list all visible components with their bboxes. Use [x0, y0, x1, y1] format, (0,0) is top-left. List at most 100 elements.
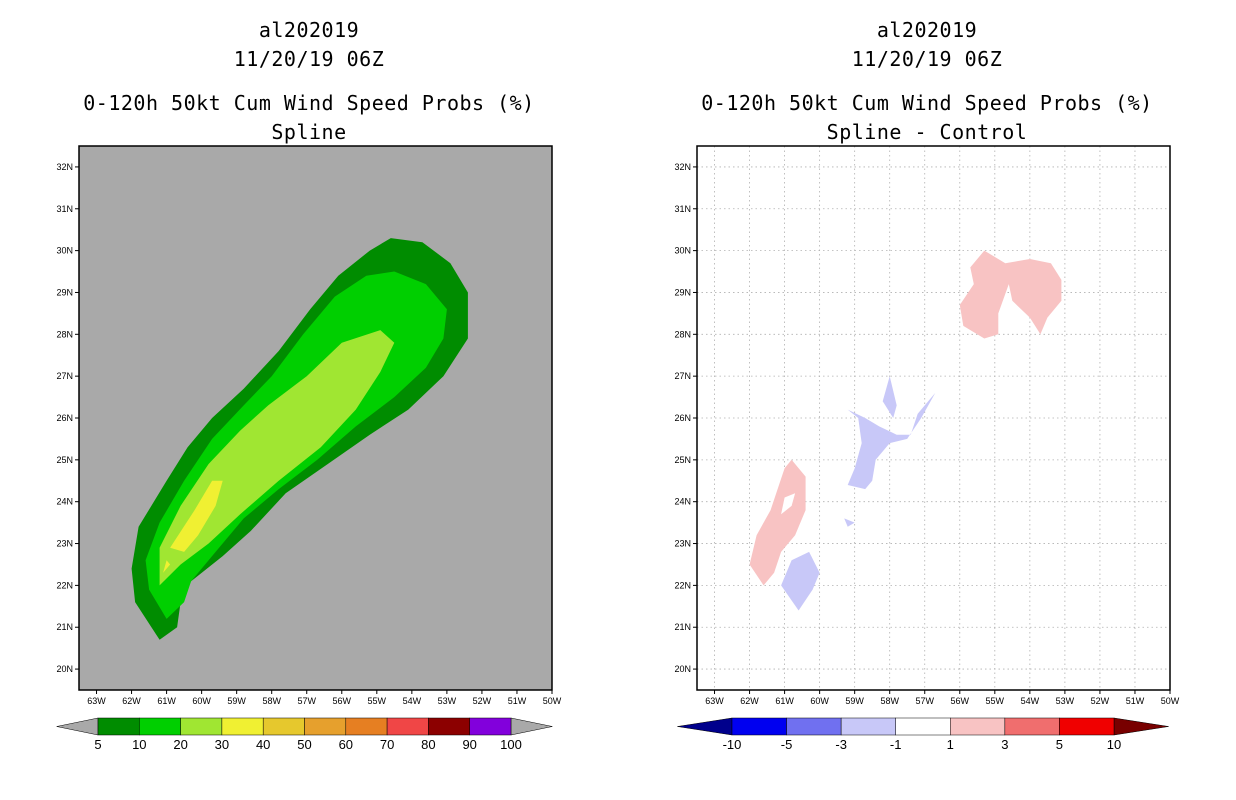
contour--3to-1: [847, 392, 936, 490]
y-tick-label: 28N: [56, 329, 73, 339]
colorbar-swatch: [304, 717, 347, 736]
colorbar-end-low: [677, 717, 733, 736]
y-tick-label: 27N: [56, 371, 73, 381]
x-tick-label: 61W: [157, 696, 176, 706]
contour-1-3: [749, 459, 806, 586]
left-panel-title: al202019 11/20/19 06Z 0-120h 50kt Cum Wi…: [49, 16, 569, 147]
contour--3to-1: [844, 518, 855, 527]
right-product: 0-120h 50kt Cum Wind Speed Probs (%): [701, 91, 1153, 115]
colorbar-swatch: [786, 717, 842, 736]
colorbar-label: 10: [132, 737, 146, 752]
x-tick-label: 63W: [87, 696, 106, 706]
colorbar-swatch: [428, 717, 470, 736]
colorbar-swatch: [950, 717, 1006, 736]
left-subtitle: Spline: [271, 120, 347, 144]
left-storm-id: al202019: [258, 18, 360, 42]
colorbar-swatch: [469, 717, 512, 736]
y-tick-label: 24N: [56, 497, 73, 507]
colorbar-end-low: [56, 717, 99, 736]
contour-30-40: [170, 480, 223, 552]
panel-spline: 63W 62W 61W 60W 59W 58W 57W 56W 55W 54W 53W 52W 51W 5…: [56, 145, 562, 752]
colorbar-label: 60: [339, 737, 353, 752]
y-tick-label: 32N: [674, 162, 691, 172]
y-tick-label: 23N: [674, 539, 691, 549]
y-tick-label: 31N: [674, 204, 691, 214]
x-tick-label: 63W: [705, 696, 724, 706]
x-tick-label: 58W: [880, 696, 899, 706]
colorbar-swatch: [895, 717, 951, 736]
contour-1-3: [959, 250, 1062, 339]
colorbar-label: 5: [1056, 737, 1063, 752]
y-tick-label: 25N: [56, 455, 73, 465]
colorbar-label: 1: [947, 737, 954, 752]
colorbar-label: -10: [723, 737, 742, 752]
x-tick-label: 62W: [122, 696, 141, 706]
x-tick-label: 57W: [297, 696, 316, 706]
y-tick-label: 21N: [674, 622, 691, 632]
x-tick-label: 59W: [845, 696, 864, 706]
y-tick-label: 29N: [674, 287, 691, 297]
right-storm-id: al202019: [876, 18, 978, 42]
colorbar-label: 3: [1001, 737, 1008, 752]
x-tick-label: 54W: [1021, 696, 1040, 706]
x-tick-label: 53W: [1056, 696, 1075, 706]
x-tick-label: 56W: [951, 696, 970, 706]
colorbar-label: 80: [421, 737, 435, 752]
x-tick-label: 59W: [227, 696, 246, 706]
y-tick-label: 29N: [56, 287, 73, 297]
y-tick-label: 25N: [674, 455, 691, 465]
colorbar-swatch: [840, 717, 896, 736]
x-tick-label: 55W: [368, 696, 387, 706]
contour-30-40: [163, 560, 171, 573]
colorbar-swatch: [1004, 717, 1060, 736]
y-tick-label: 30N: [56, 246, 73, 256]
y-tick-label: 26N: [56, 413, 73, 423]
colorbar-label: 30: [215, 737, 229, 752]
colorbar-label: -3: [835, 737, 847, 752]
y-tick-label: 21N: [56, 622, 73, 632]
y-tick-label: 22N: [674, 580, 691, 590]
y-tick-label: 31N: [56, 204, 73, 214]
colorbar-label: 40: [256, 737, 270, 752]
colorbar-label: 100: [500, 737, 522, 752]
colorbar-label: 50: [297, 737, 311, 752]
x-tick-label: 52W: [1091, 696, 1110, 706]
x-tick-label: 55W: [986, 696, 1005, 706]
colorbar-end-high: [510, 717, 553, 736]
colorbar-swatch: [180, 717, 223, 736]
right-panel-title: al202019 11/20/19 06Z 0-120h 50kt Cum Wi…: [667, 16, 1187, 147]
contour-20-30: [159, 330, 395, 586]
contour-hole: [781, 493, 796, 515]
panel-spline-minus-control: 63W 62W 61W 60W 59W 58W 57W 56W 55W 54W 53W 52W 51W 5…: [674, 145, 1180, 752]
right-time: 11/20/19 06Z: [851, 47, 1003, 71]
colorbar-swatch: [262, 717, 305, 736]
colorbar-swatch: [345, 717, 388, 736]
y-tick-label: 20N: [56, 664, 73, 674]
contour--3to-1: [882, 376, 897, 418]
x-tick-label: 51W: [508, 696, 527, 706]
colorbar-label: 70: [380, 737, 394, 752]
x-tick-label: 51W: [1126, 696, 1145, 706]
colorbar-swatch: [97, 717, 140, 736]
colorbar-label: 10: [1107, 737, 1121, 752]
x-tick-label: 50W: [1161, 696, 1180, 706]
x-tick-label: 52W: [473, 696, 492, 706]
y-tick-label: 32N: [56, 162, 73, 172]
colorbar-label: 5: [94, 737, 101, 752]
colorbar: -10 -5 -3 -1 1 3 5 10: [677, 717, 1169, 752]
y-tick-label: 24N: [674, 497, 691, 507]
y-tick-label: 26N: [674, 413, 691, 423]
colorbar-label: -5: [781, 737, 793, 752]
y-tick-label: 20N: [674, 664, 691, 674]
x-tick-label: 60W: [810, 696, 829, 706]
colorbar: 5 10 20 30 40 50 60 70 80 90 100: [56, 717, 553, 752]
colorbar-label: 90: [462, 737, 476, 752]
colorbar-swatch: [1059, 717, 1115, 736]
x-tick-label: 53W: [438, 696, 457, 706]
colorbar-swatch: [731, 717, 787, 736]
colorbar-label: 20: [173, 737, 187, 752]
y-tick-label: 28N: [674, 329, 691, 339]
left-product: 0-120h 50kt Cum Wind Speed Probs (%): [83, 91, 535, 115]
colorbar-swatch: [386, 717, 429, 736]
